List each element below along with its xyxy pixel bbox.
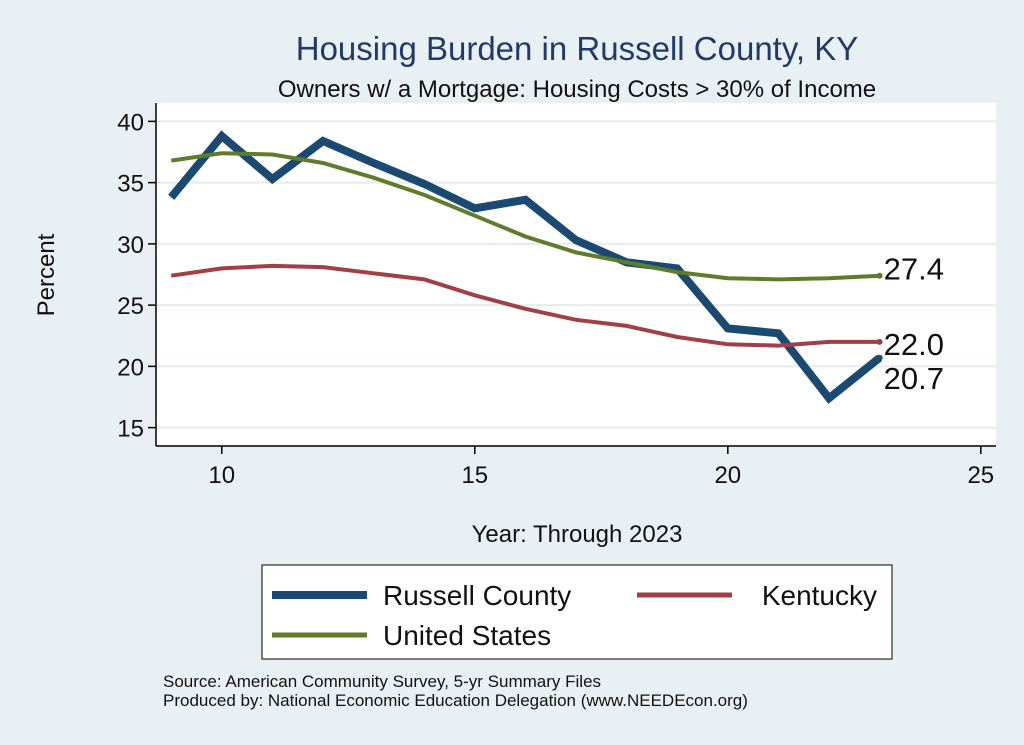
y-tick-label: 35 bbox=[117, 171, 144, 198]
end-value-label: 27.4 bbox=[884, 252, 944, 287]
y-tick-label: 25 bbox=[117, 293, 144, 320]
legend-label: United States bbox=[383, 620, 551, 651]
x-tick-label: 15 bbox=[461, 462, 488, 489]
x-tick-label: 20 bbox=[714, 462, 741, 489]
legend-label: Kentucky bbox=[762, 580, 877, 611]
end-value-label: 20.7 bbox=[884, 361, 944, 396]
end-point-marker bbox=[876, 354, 883, 361]
legend-box bbox=[261, 564, 893, 660]
x-tick-label: 25 bbox=[967, 462, 994, 489]
y-tick-label: 15 bbox=[117, 416, 144, 443]
axes: 15 20 25 30 35 40 10 15 20 25 bbox=[117, 103, 996, 489]
series-line-united-states bbox=[170, 151, 880, 282]
x-axis-label: Year: Through 2023 bbox=[472, 521, 683, 548]
source-note: Source: American Community Survey, 5-yr … bbox=[163, 672, 601, 691]
chart-subtitle: Owners w/ a Mortgage: Housing Costs > 30… bbox=[278, 76, 876, 103]
series-line-russell-county bbox=[168, 130, 883, 404]
y-tick-label: 30 bbox=[117, 232, 144, 259]
legend-label: Russell County bbox=[383, 580, 571, 611]
series-lines bbox=[168, 130, 883, 404]
end-value-label: 22.0 bbox=[884, 327, 944, 362]
end-point-marker bbox=[876, 338, 883, 345]
y-tick-label: 20 bbox=[117, 354, 144, 381]
series-line-kentucky bbox=[170, 263, 880, 348]
y-tick-label: 40 bbox=[117, 109, 144, 136]
x-tick-label: 10 bbox=[208, 462, 235, 489]
end-labels: 20.722.0 27.4 bbox=[876, 252, 944, 396]
legend: Russell County Kentucky United States bbox=[261, 564, 893, 660]
producer-note: Produced by: National Economic Education… bbox=[163, 691, 748, 710]
y-axis-label: Percent bbox=[33, 233, 60, 316]
end-point-marker bbox=[876, 272, 883, 279]
chart-title: Housing Burden in Russell County, KY bbox=[296, 30, 859, 67]
